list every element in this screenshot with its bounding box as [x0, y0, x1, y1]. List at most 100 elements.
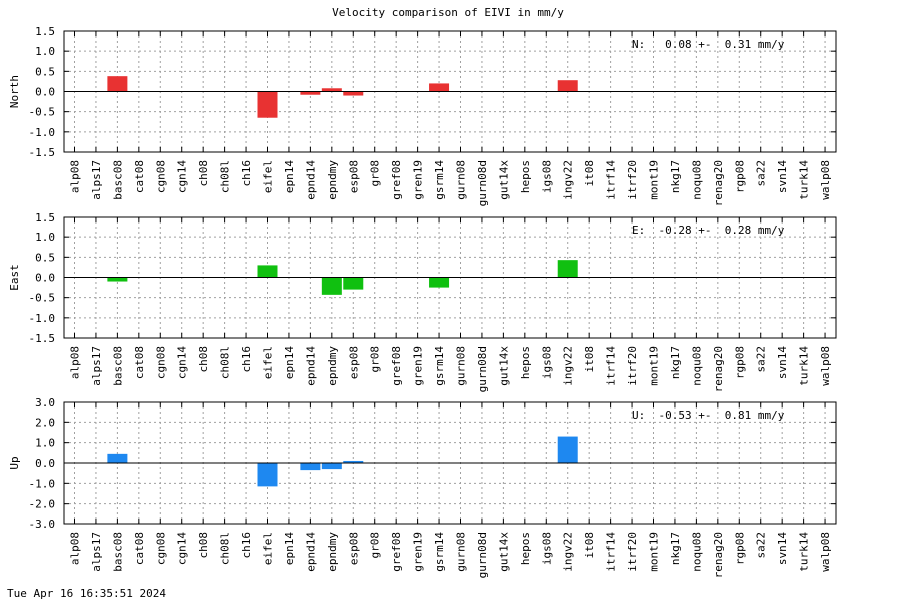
- x-tick-label: svn14: [776, 160, 789, 193]
- bar-basc08: [107, 277, 128, 282]
- chart-title: Velocity comparison of EIVI in mm/y: [332, 6, 564, 19]
- x-tick-label: ch08l: [219, 532, 232, 565]
- plot-frame: [63, 30, 837, 153]
- x-tick-label: itrf14: [605, 160, 618, 200]
- x-tick-label: cat08: [133, 532, 146, 565]
- x-tick-label: renag20: [712, 160, 725, 206]
- x-tick-label: walp08: [819, 532, 832, 572]
- x-tick-label: noqu08: [690, 346, 703, 386]
- y-tick-label: 1.0: [35, 231, 55, 244]
- y-tick-label: 0.0: [35, 457, 55, 470]
- x-tick-label: eifel: [262, 346, 275, 379]
- x-tick-label: gut14x: [497, 532, 510, 572]
- bar-basc08: [107, 453, 128, 463]
- y-tick-label: 0.5: [35, 251, 55, 264]
- x-tick-label: it08: [583, 346, 596, 373]
- x-tick-label: turk14: [798, 532, 811, 572]
- x-tick-label: eifel: [262, 532, 275, 565]
- stats-annotation: E: -0.28 +- 0.28 mm/y: [632, 224, 785, 237]
- y-tick-label: 0.0: [35, 86, 55, 99]
- y-tick-label: 0.0: [35, 272, 55, 285]
- panel-east: 1.5 1.0 0.5 0.0 -0.5 -1.0 -1.5 alp08 alps17 basc0…: [8, 211, 837, 392]
- x-tick-label: ch08: [197, 160, 210, 187]
- x-tick-label: renag20: [712, 346, 725, 392]
- x-tick-label: itrf20: [626, 346, 639, 386]
- x-tick-label: rgp08: [733, 532, 746, 565]
- x-tick-label: alps17: [90, 532, 103, 572]
- x-tick-label: gren19: [412, 160, 425, 200]
- x-tick-label: ingv22: [562, 160, 575, 200]
- y-tick-label: -1.5: [29, 332, 56, 345]
- x-tick-label: alps17: [90, 346, 103, 386]
- x-tick-label: ch16: [240, 532, 253, 559]
- y-tick-label: 1.0: [35, 437, 55, 450]
- x-tick-label: gurn08: [455, 532, 468, 572]
- y-tick-label: -0.5: [29, 292, 56, 305]
- x-tick-label: basc08: [111, 532, 124, 572]
- bar-eifel: [257, 265, 278, 278]
- x-tick-label: basc08: [111, 160, 124, 200]
- bar-epnd14: [300, 463, 321, 471]
- y-tick-label: -1.0: [29, 126, 56, 139]
- x-tick-label: epn14: [283, 160, 296, 193]
- bar-ingv22: [557, 80, 578, 92]
- x-tick-label: gurn08d: [476, 160, 489, 206]
- x-tick-label: noqu08: [690, 532, 703, 572]
- bar-epnd14: [300, 91, 321, 95]
- y-tick-label: -2.0: [29, 498, 56, 511]
- x-tick-label: gsrm14: [433, 160, 446, 200]
- y-tick-label: 1.0: [35, 45, 55, 58]
- timestamp: Tue Apr 16 16:35:51 2024: [7, 587, 166, 600]
- x-tick-label: rgp08: [733, 160, 746, 193]
- x-tick-label: svn14: [776, 346, 789, 379]
- bar-esp08: [343, 460, 364, 463]
- x-tick-label: gurn08: [455, 346, 468, 386]
- y-tick-label: 1.5: [35, 25, 55, 38]
- x-tick-label: hepos: [519, 160, 532, 193]
- x-tick-label: gsrm14: [433, 346, 446, 386]
- x-tick-label: esp08: [347, 160, 360, 193]
- x-tick-label: cgn14: [176, 160, 189, 193]
- x-tick-label: gut14x: [497, 160, 510, 200]
- x-tick-label: gref08: [390, 346, 403, 386]
- x-tick-label: ch08l: [219, 160, 232, 193]
- x-tick-label: itrf14: [605, 532, 618, 572]
- x-tick-label: epnd14: [304, 346, 317, 386]
- x-tick-label: epndmy: [326, 532, 339, 572]
- x-tick-label: ch16: [240, 160, 253, 187]
- x-tick-label: alp08: [69, 532, 82, 565]
- x-tick-label: cat08: [133, 160, 146, 193]
- x-tick-label: svn14: [776, 532, 789, 565]
- x-tick-label: gsrm14: [433, 532, 446, 572]
- x-tick-label: esp08: [347, 532, 360, 565]
- x-tick-label: alps17: [90, 160, 103, 200]
- x-tick-label: cgn08: [154, 346, 167, 379]
- x-tick-label: it08: [583, 160, 596, 187]
- x-tick-label: turk14: [798, 346, 811, 386]
- x-tick-label: mont19: [648, 532, 661, 572]
- x-tick-label: hepos: [519, 532, 532, 565]
- x-tick-label: igs08: [540, 346, 553, 379]
- chart-panels: 1.5 1.0 0.5 0.0 -0.5 -1.0 -1.5 alp08 alps17 basc0…: [8, 25, 837, 578]
- x-tick-label: noqu08: [690, 160, 703, 200]
- x-tick-label: gut14x: [497, 346, 510, 386]
- x-tick-label: alp08: [69, 160, 82, 193]
- x-tick-label: epnd14: [304, 532, 317, 572]
- y-tick-label: -1.5: [29, 146, 56, 159]
- x-tick-label: turk14: [798, 160, 811, 200]
- bar-epndmy: [321, 463, 342, 470]
- x-tick-label: epndmy: [326, 160, 339, 200]
- x-tick-label: sa22: [755, 160, 768, 187]
- bar-gsrm14: [429, 277, 450, 288]
- x-tick-label: epndmy: [326, 346, 339, 386]
- x-tick-label: gurn08: [455, 160, 468, 200]
- x-tick-label: eifel: [262, 160, 275, 193]
- y-tick-label: 3.0: [35, 396, 55, 409]
- x-tick-label: ch16: [240, 346, 253, 373]
- y-tick-label: 0.5: [35, 65, 55, 78]
- panel-up: 3.0 2.0 1.0 0.0 -1.0 -2.0 -3.0 alp08 alps17 basc0…: [8, 396, 837, 578]
- x-tick-label: epn14: [283, 346, 296, 379]
- x-tick-label: mont19: [648, 160, 661, 200]
- x-tick-label: gr08: [369, 532, 382, 559]
